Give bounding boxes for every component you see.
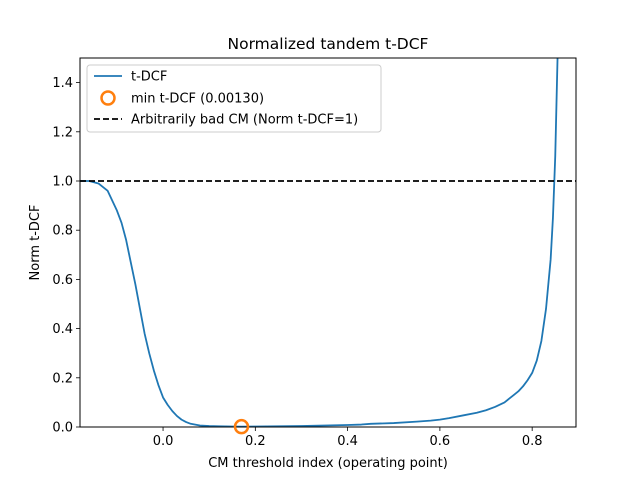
min-t-dcf-marker <box>233 418 250 435</box>
y-tick-label: 1.2 <box>52 125 73 140</box>
y-tick-label: 0.4 <box>52 322 73 337</box>
t-dcf-series-line <box>80 58 559 427</box>
legend: t-DCF min t-DCF (0.00130) Arbitrarily ba… <box>86 64 382 133</box>
y-tick-label: 0.0 <box>52 421 73 436</box>
axes-frame <box>79 57 577 428</box>
x-tick-label: 0.0 <box>153 434 174 449</box>
y-tick-label: 1.0 <box>52 175 73 190</box>
y-axis-ticks: 0.0 0.2 0.4 0.6 0.8 1.0 1.2 1.4 <box>52 76 80 436</box>
legend-label-t-dcf: t-DCF <box>131 70 167 85</box>
x-tick-label: 0.8 <box>522 434 543 449</box>
plot-content <box>80 58 576 427</box>
x-axis-ticks: 0.0 0.2 0.4 0.6 0.8 <box>153 427 543 449</box>
legend-label-bad-cm: Arbitrarily bad CM (Norm t-DCF=1) <box>131 113 358 128</box>
legend-box <box>86 64 382 133</box>
legend-label-min-t-dcf: min t-DCF (0.00130) <box>131 92 264 107</box>
y-tick-label: 0.6 <box>52 273 73 288</box>
x-tick-label: 0.4 <box>337 434 358 449</box>
y-tick-label: 0.8 <box>52 224 73 239</box>
x-tick-label: 0.2 <box>245 434 266 449</box>
y-axis-label: Norm t-DCF <box>28 205 43 281</box>
chart-title: Normalized tandem t-DCF <box>228 35 429 53</box>
x-tick-label: 0.6 <box>430 434 451 449</box>
y-tick-label: 1.4 <box>52 76 73 91</box>
x-axis-label: CM threshold index (operating point) <box>208 456 448 471</box>
y-tick-label: 0.2 <box>52 371 73 386</box>
legend-swatch-min-t-dcf <box>100 90 116 106</box>
